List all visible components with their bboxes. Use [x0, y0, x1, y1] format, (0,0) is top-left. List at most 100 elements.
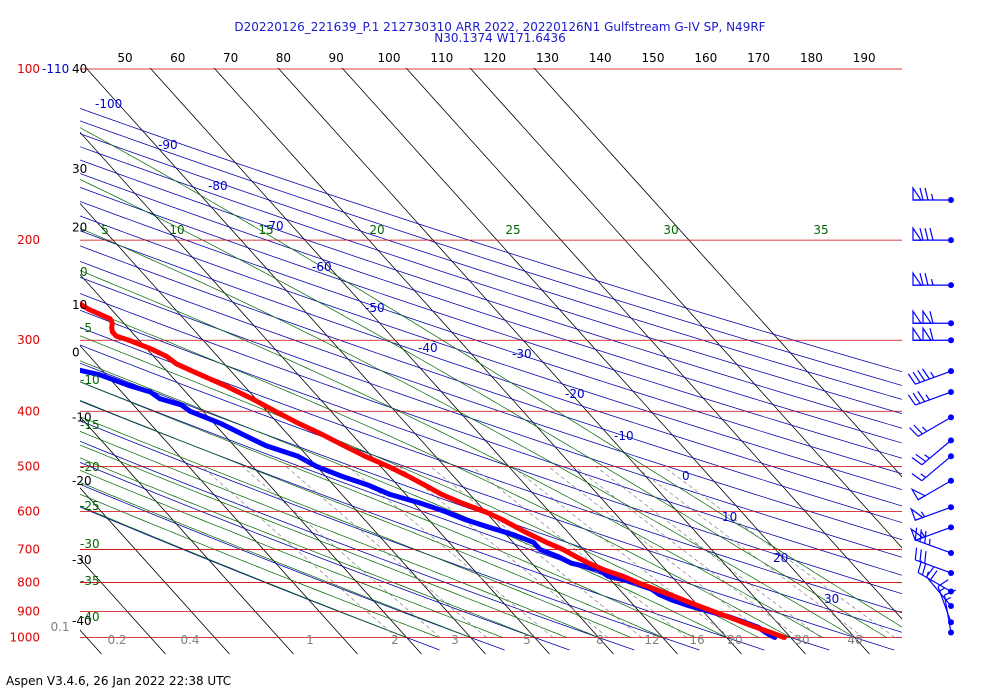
top-scale-label: 70 — [223, 51, 238, 65]
dry-adiabat-label: -50 — [365, 301, 385, 315]
wind-barb-full-feather — [919, 529, 922, 542]
isobar-lines — [80, 68, 902, 638]
moist-adiabat-line — [80, 179, 887, 638]
top-scale-label: 60 — [170, 51, 185, 65]
dry-adiabat-line — [80, 187, 902, 459]
isotherm-left-label: -30 — [72, 553, 92, 567]
top-scale-label: 170 — [747, 51, 770, 65]
isotherm-line — [80, 345, 358, 654]
moist-adiabat-left-label: 0 — [80, 265, 88, 279]
moist-adiabat-top-label: 20 — [369, 223, 384, 237]
wind-barb — [907, 368, 954, 385]
moist-adiabat-line — [80, 505, 407, 638]
wind-barb-pennant — [912, 326, 923, 341]
isotherm-line — [80, 487, 230, 654]
isobar-extra-label: -110 — [42, 62, 69, 76]
moist-adiabat-line — [80, 227, 855, 638]
mixing-ratio-label: 12 — [644, 633, 659, 647]
dry-adiabat-label: -70 — [264, 219, 284, 233]
dry-adiabat-line — [80, 146, 902, 415]
wind-barb — [910, 477, 954, 501]
isobar-label: 300 — [17, 333, 40, 347]
wind-barb-full-feather — [926, 566, 935, 578]
top-scale-label: 190 — [853, 51, 876, 65]
moist-adiabat-line — [80, 481, 471, 638]
dry-adiabat-label: 0 — [682, 469, 690, 483]
wind-barb-shaft — [915, 539, 952, 554]
dry-adiabat-label: -10 — [614, 429, 634, 443]
isotherm-left-label: 40 — [72, 62, 87, 76]
wind-barb-shaft — [921, 455, 952, 482]
wind-barb — [912, 226, 954, 244]
mixing-ratio-label: 8 — [596, 633, 604, 647]
mixing-ratio-label: 16 — [689, 633, 704, 647]
moist-adiabat-line — [80, 335, 759, 638]
isotherm-line — [80, 202, 486, 654]
sounding-profiles — [80, 301, 787, 640]
top-scale-label: 90 — [329, 51, 344, 65]
dry-adiabat-line — [80, 245, 902, 523]
dry-adiabat-line — [80, 261, 902, 541]
wind-barb-full-feather — [912, 371, 921, 383]
moist-adiabat-line — [80, 469, 503, 638]
moist-adiabat-left-label: -40 — [80, 610, 100, 624]
wind-barb-full-feather — [924, 531, 927, 544]
mixing-ratio-line — [595, 466, 822, 638]
isobar-label: 800 — [17, 575, 40, 589]
wind-barb-full-feather — [912, 392, 921, 404]
wind-barb-full-feather — [924, 551, 927, 564]
dry-adiabat-line — [80, 173, 902, 444]
wind-barb-shaft — [917, 571, 952, 593]
mixing-ratio-label: 1 — [306, 633, 314, 647]
isotherm-left-label: -40 — [72, 614, 92, 628]
moist-adiabat-top-label: 25 — [505, 223, 520, 237]
dry-adiabat-label: 30 — [824, 592, 839, 606]
top-scale-label: 150 — [642, 51, 665, 65]
dry-adiabat-line — [80, 327, 902, 614]
mixing-ratio-label: 3 — [451, 633, 459, 647]
dry-adiabat-line — [80, 215, 902, 491]
isotherm-line — [405, 68, 902, 620]
wind-barb-full-feather — [914, 547, 918, 561]
top-scale-label: 100 — [378, 51, 401, 65]
wind-barb-full-feather — [917, 560, 923, 573]
isotherm-line — [341, 68, 870, 654]
moist-adiabat-top-label: 5 — [101, 223, 109, 237]
temperature-profile-line — [80, 301, 787, 640]
wind-barb-pennant — [922, 326, 933, 341]
isobar-label: 700 — [17, 542, 40, 556]
wind-barb — [909, 524, 954, 542]
wind-barb — [912, 271, 954, 289]
dry-adiabat-line — [80, 506, 440, 651]
moist-adiabat-line — [80, 127, 902, 628]
moist-adiabat-line — [80, 399, 663, 638]
isotherm-left-label: 0 — [72, 345, 80, 359]
wind-barb-pennant — [912, 226, 923, 241]
dry-adiabat-line — [80, 133, 902, 400]
wind-barb-shaft — [921, 439, 952, 466]
wind-barb-shaft — [937, 586, 952, 623]
wind-barb-pennant — [912, 271, 923, 286]
moist-adiabat-line — [80, 416, 631, 638]
skewt-grid — [0, 68, 902, 654]
dry-adiabat-line — [80, 400, 765, 651]
chart-title-line2: N30.1374 W171.6436 — [434, 31, 566, 45]
wind-barb-half-feather — [930, 193, 934, 201]
isotherm-line — [533, 68, 902, 478]
wind-barb-shaft — [917, 416, 952, 437]
isobar-label: 1000 — [9, 631, 40, 645]
wind-barb — [912, 326, 954, 344]
dry-adiabat-line — [80, 276, 902, 558]
mixing-ratio-label: 30 — [794, 633, 809, 647]
mixing-ratio-label: 20 — [727, 633, 742, 647]
dry-adiabat-line — [80, 309, 902, 595]
isotherm-line — [469, 68, 902, 549]
wind-barb-pennant — [912, 186, 923, 201]
wind-barb-full-feather — [913, 424, 923, 435]
software-version-footer: Aspen V3.4.6, 26 Jan 2022 22:38 UTC — [6, 674, 232, 688]
wind-barb-shaft — [943, 594, 952, 633]
wind-barb-half-feather — [920, 511, 926, 518]
dry-adiabat-line — [80, 462, 570, 651]
wind-barb-full-feather — [921, 368, 930, 380]
isotherm-line — [0, 68, 38, 654]
